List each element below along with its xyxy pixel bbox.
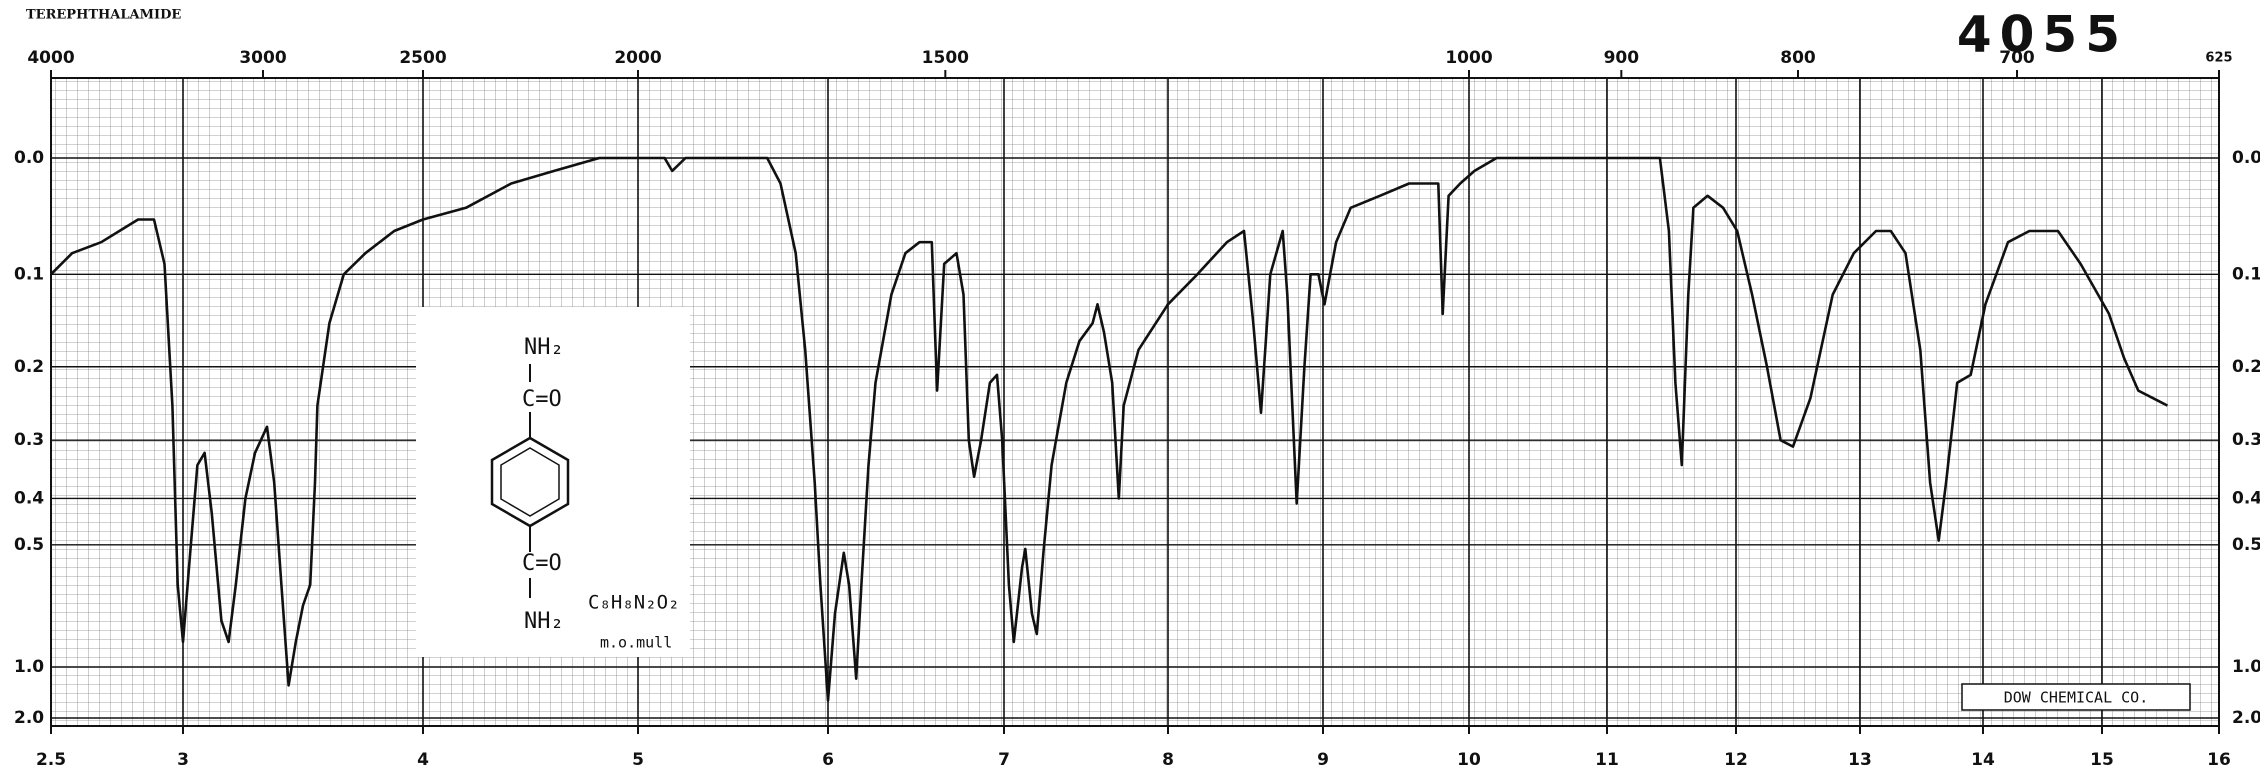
structure-group: C=O — [522, 387, 562, 412]
x2-tick-label: 800 — [1780, 48, 1816, 68]
structure-group: NH₂ — [524, 335, 564, 360]
chart-paper — [51, 78, 2219, 726]
benzene-ring-inner — [500, 447, 560, 517]
x-tick-label: 11 — [1595, 750, 1619, 770]
y-tick-label: 2.0 — [14, 708, 44, 728]
y-tick-label: 1.0 — [14, 657, 44, 677]
y-tick-label-right: 0.4 — [2232, 488, 2260, 508]
x-tick-label: 2.5 — [36, 750, 66, 770]
sample-medium: m.o.mull — [600, 634, 672, 652]
x-tick-label: 16 — [2207, 750, 2231, 770]
inset-box — [416, 307, 690, 657]
y-tick-label: 0.0 — [14, 148, 44, 168]
y-tick-label: 0.3 — [14, 430, 44, 450]
y-tick-label: 0.4 — [14, 488, 44, 508]
molecular-formula: C₈H₈N₂O₂ — [588, 592, 680, 614]
x-tick-label: 9 — [1317, 750, 1329, 770]
structure-group: C=O — [522, 551, 562, 576]
x-tick-label: 3 — [177, 750, 189, 770]
x2-tick-label: 1500 — [922, 48, 969, 68]
x-tick-label: 6 — [822, 750, 834, 770]
x-tick-label: 4 — [417, 750, 429, 770]
y-tick-label-right: 0.5 — [2232, 535, 2260, 555]
x2-tick-label: 1000 — [1445, 48, 1492, 68]
structure-inset: NH₂ C=O C=O NH₂ C₈H₈N₂O₂ m.o.mull — [416, 307, 690, 657]
x-tick-label: 7 — [998, 750, 1010, 770]
x2-tick-label: 2500 — [399, 48, 446, 68]
x-tick-label: 8 — [1162, 750, 1174, 770]
y-tick-label-right: 0.3 — [2232, 430, 2260, 450]
x2-tick-label: 4000 — [27, 48, 74, 68]
x-tick-label: 12 — [1724, 750, 1748, 770]
x2-tick-label: 700 — [1999, 48, 2035, 68]
x2-tick-label: 3000 — [239, 48, 286, 68]
x-tick-label: 13 — [1848, 750, 1872, 770]
structure-group: NH₂ — [524, 609, 564, 634]
x2-tick-label: 900 — [1604, 48, 1640, 68]
y-tick-label-right: 1.0 — [2232, 657, 2260, 677]
y-tick-label: 0.1 — [14, 264, 44, 284]
y-tick-label: 0.2 — [14, 357, 44, 377]
y-tick-label-right: 0.0 — [2232, 148, 2260, 168]
x-tick-label: 10 — [1457, 750, 1481, 770]
x-tick-label: 14 — [1971, 750, 1995, 770]
x2-tick-label: 2000 — [614, 48, 661, 68]
y-tick-label-right: 0.2 — [2232, 357, 2260, 377]
publisher-box — [1961, 683, 2191, 711]
y-tick-label-right: 2.0 — [2232, 708, 2260, 728]
y-tick-label-right: 0.1 — [2232, 264, 2260, 284]
y-tick-label: 0.5 — [14, 535, 44, 555]
publisher: DOW CHEMICAL CO. — [2004, 689, 2149, 707]
catalog-number: 4055 — [1957, 6, 2128, 64]
x-tick-label: 15 — [2090, 750, 2114, 770]
x-tick-label: 5 — [632, 750, 644, 770]
chart-title: TEREPHTHALAMIDE — [26, 8, 181, 23]
x2-tick-label: 625 — [2205, 51, 2232, 66]
spectrum-line — [50, 156, 2169, 702]
